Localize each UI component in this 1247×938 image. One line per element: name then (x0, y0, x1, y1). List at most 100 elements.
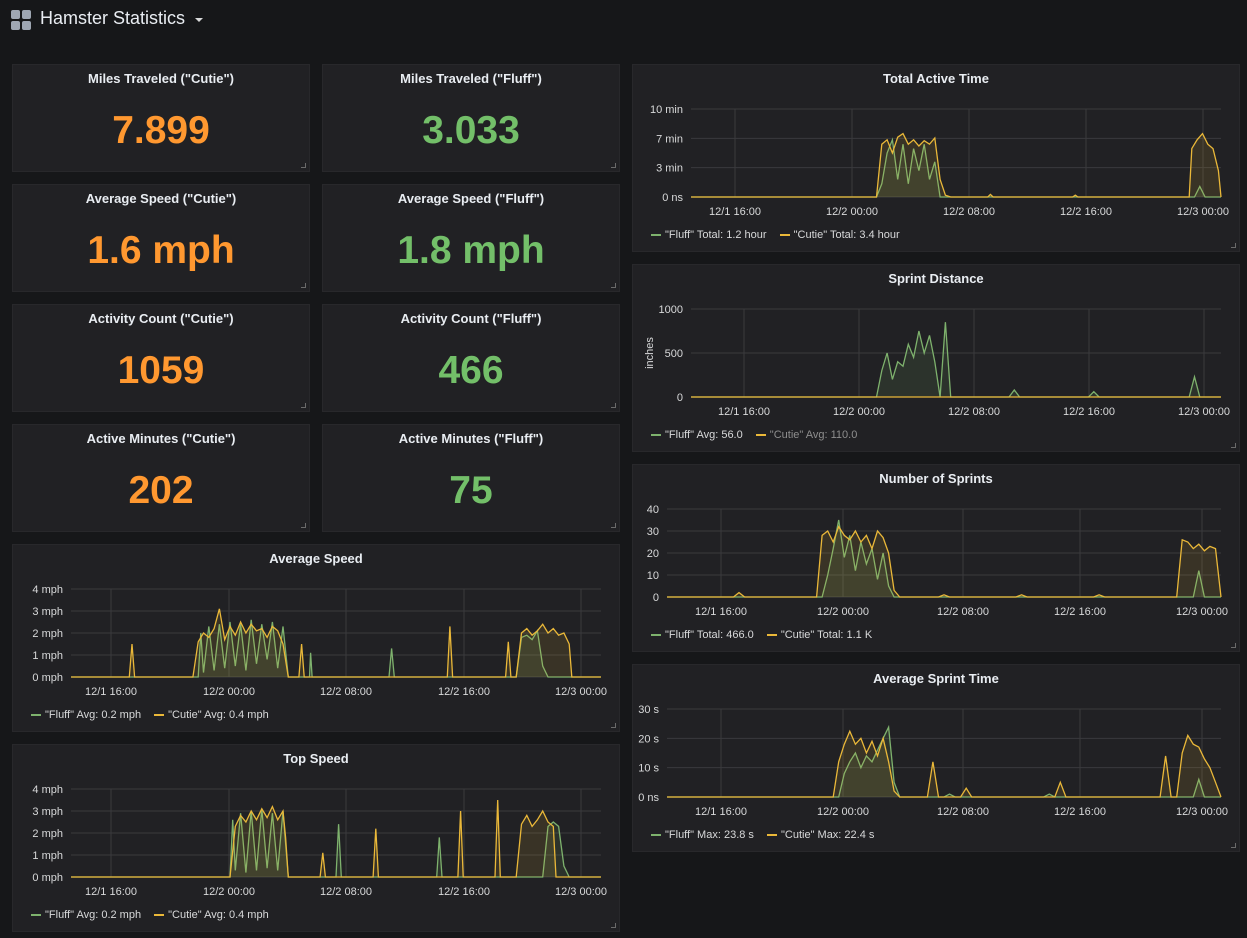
stat-panel[interactable]: Miles Traveled ("Cutie") 7.899 (12, 64, 310, 172)
chart-sprint_distance[interactable]: 0 500 1000 12/1 16:00 12/2 00:00 12/2 08:00 12… (633, 265, 1239, 425)
resize-handle[interactable] (611, 283, 616, 288)
resize-handle[interactable] (301, 283, 306, 288)
series-area (691, 133, 1221, 197)
resize-handle[interactable] (1231, 443, 1236, 448)
chart-top_speed[interactable]: 0 mph 1 mph 2 mph 3 mph 4 mph 12/1 16:00 12/2 … (13, 745, 619, 905)
panel-title[interactable]: Number of Sprints (879, 471, 993, 486)
panel-total-active-time[interactable]: 0 ns 3 min 7 min 10 min 12/1 16:00 12/2 00:00… (632, 64, 1240, 252)
series-area (667, 526, 1221, 597)
legend-cutie[interactable]: "Cutie" Avg: 0.4 mph (154, 709, 269, 721)
resize-handle[interactable] (611, 923, 616, 928)
chart-total_active[interactable]: 0 ns 3 min 7 min 10 min 12/1 16:00 12/2 00:00… (633, 65, 1239, 225)
chart-avg_sprint_time[interactable]: 0 ns 10 s 20 s 30 s 12/1 16:00 12/2 00:00 12/2… (633, 665, 1239, 825)
panel-title[interactable]: Total Active Time (883, 71, 989, 86)
x-tick-label: 12/3 00:00 (1178, 406, 1230, 418)
stat-value: 202 (128, 469, 194, 512)
legend-fluff[interactable]: "Fluff" Avg: 56.0 (651, 429, 743, 441)
panel-top-speed[interactable]: 0 mph 1 mph 2 mph 3 mph 4 mph 12/1 16:00 12/2 … (12, 744, 620, 932)
stat-panel[interactable]: Average Speed ("Fluff") 1.8 mph (322, 184, 620, 292)
legend-cutie[interactable]: "Cutie" Avg: 0.4 mph (154, 909, 269, 921)
series-line[interactable] (691, 132, 1222, 198)
legend-cutie[interactable]: "Cutie" Max: 22.4 s (766, 829, 874, 841)
resize-handle[interactable] (301, 403, 306, 408)
resize-handle[interactable] (611, 403, 616, 408)
series-area (667, 731, 1221, 797)
stat-title[interactable]: Activity Count ("Cutie") (88, 311, 234, 326)
series-line[interactable] (71, 619, 601, 678)
stat-panel[interactable]: Active Minutes ("Cutie") 202 (12, 424, 310, 532)
legend-fluff[interactable]: "Fluff" Max: 23.8 s (651, 829, 754, 841)
x-tick-label: 12/2 00:00 (817, 806, 869, 818)
x-tick-label: 12/1 16:00 (85, 886, 137, 898)
stat-title[interactable]: Activity Count ("Fluff") (400, 311, 542, 326)
series-line[interactable] (667, 724, 1221, 798)
legend-fluff[interactable]: "Fluff" Avg: 0.2 mph (31, 709, 141, 721)
resize-handle[interactable] (301, 523, 306, 528)
panel-number-of-sprints[interactable]: 0 10 20 30 40 12/1 16:00 12/2 00:00 12/2 08:00 1… (632, 464, 1240, 652)
x-tick-label: 12/2 16:00 (1054, 806, 1106, 818)
stat-title[interactable]: Active Minutes ("Cutie") (86, 431, 236, 446)
series-line[interactable] (667, 729, 1222, 798)
stat-value: 1.8 mph (397, 229, 545, 272)
stat-panel[interactable]: Average Speed ("Cutie") 1.6 mph (12, 184, 310, 292)
panel-sprint-distance[interactable]: 0 500 1000 12/1 16:00 12/2 00:00 12/2 08:00 12… (632, 264, 1240, 452)
legend-fluff[interactable]: "Fluff" Total: 1.2 hour (651, 229, 767, 241)
legend: "Fluff" Avg: 0.2 mph "Cutie" Avg: 0.4 mp… (31, 909, 279, 921)
x-tick-label: 12/2 08:00 (943, 206, 995, 218)
resize-handle[interactable] (611, 163, 616, 168)
chart-num_sprints[interactable]: 0 10 20 30 40 12/1 16:00 12/2 00:00 12/2 08:00 1… (633, 465, 1239, 625)
panel-title[interactable]: Average Sprint Time (873, 671, 999, 686)
stat-title[interactable]: Active Minutes ("Fluff") (398, 431, 544, 446)
stat-value: 7.899 (112, 109, 210, 152)
series-line[interactable] (71, 608, 601, 678)
legend-fluff[interactable]: "Fluff" Total: 466.0 (651, 629, 754, 641)
stat-panel[interactable]: Active Minutes ("Fluff") 75 (322, 424, 620, 532)
resize-handle[interactable] (611, 523, 616, 528)
series-line[interactable] (691, 137, 1221, 198)
x-tick-label: 12/1 16:00 (85, 686, 137, 698)
stat-panel[interactable]: Miles Traveled ("Fluff") 3.033 (322, 64, 620, 172)
dashboard-title[interactable]: Hamster Statistics (40, 8, 186, 28)
panel-average-speed[interactable]: 0 mph 1 mph 2 mph 3 mph 4 mph 12/1 16:00 12/2 … (12, 544, 620, 732)
resize-handle[interactable] (1231, 843, 1236, 848)
series-line[interactable] (667, 519, 1221, 598)
legend-cutie[interactable]: "Cutie" Total: 3.4 hour (779, 229, 900, 241)
x-tick-label: 12/3 00:00 (555, 886, 607, 898)
panel-title[interactable]: Average Speed (269, 551, 363, 566)
stat-title[interactable]: Miles Traveled ("Fluff") (400, 71, 542, 86)
chart-avg_speed[interactable]: 0 mph 1 mph 2 mph 3 mph 4 mph 12/1 16:00 12/2 … (13, 545, 619, 705)
stat-title[interactable]: Average Speed ("Cutie") (85, 191, 237, 206)
series-line[interactable] (691, 322, 1221, 398)
series-line[interactable] (71, 799, 601, 878)
resize-handle[interactable] (1231, 243, 1236, 248)
y-tick-label: 10 s (638, 763, 659, 775)
stat-panel[interactable]: Activity Count ("Cutie") 1059 (12, 304, 310, 412)
resize-handle[interactable] (1231, 643, 1236, 648)
panel-title[interactable]: Top Speed (283, 751, 349, 766)
panel-average-sprint-time[interactable]: 0 ns 10 s 20 s 30 s 12/1 16:00 12/2 00:00 12/2… (632, 664, 1240, 852)
legend: "Fluff" Total: 466.0 "Cutie" Total: 1.1 … (651, 629, 882, 641)
x-tick-label: 12/2 00:00 (817, 606, 869, 618)
legend-cutie[interactable]: "Cutie" Total: 1.1 K (766, 629, 872, 641)
y-tick-label: 0 mph (32, 672, 63, 684)
x-tick-label: 12/3 00:00 (1177, 206, 1229, 218)
series-area (71, 808, 601, 877)
stat-panel[interactable]: Activity Count ("Fluff") 466 (322, 304, 620, 412)
chevron-down-icon[interactable] (195, 18, 203, 22)
y-tick-label: 3 min (656, 163, 683, 175)
resize-handle[interactable] (611, 723, 616, 728)
y-tick-label: 4 mph (32, 584, 63, 596)
x-tick-label: 12/3 00:00 (555, 686, 607, 698)
y-tick-label: 30 s (638, 704, 659, 716)
x-tick-label: 12/2 16:00 (438, 886, 490, 898)
y-tick-label: 3 mph (32, 606, 63, 618)
legend-cutie[interactable]: "Cutie" Avg: 110.0 (755, 429, 857, 441)
series-line[interactable] (667, 525, 1222, 598)
series-area (71, 800, 601, 877)
resize-handle[interactable] (301, 163, 306, 168)
panel-title[interactable]: Sprint Distance (888, 271, 984, 286)
stat-title[interactable]: Average Speed ("Fluff") (397, 191, 545, 206)
series-area (667, 520, 1221, 597)
legend-fluff[interactable]: "Fluff" Avg: 0.2 mph (31, 909, 141, 921)
stat-title[interactable]: Miles Traveled ("Cutie") (88, 71, 234, 86)
